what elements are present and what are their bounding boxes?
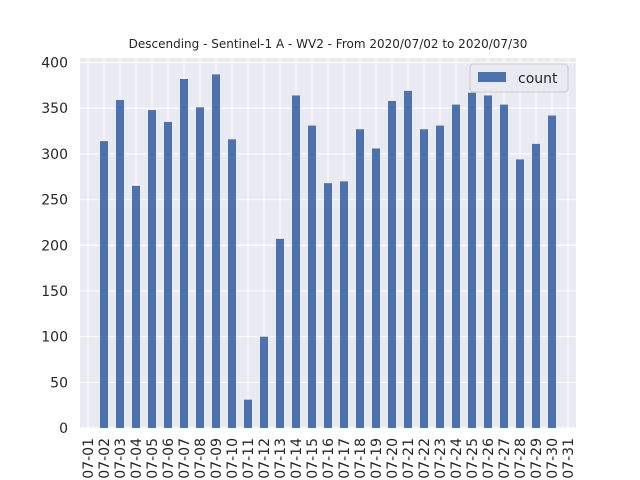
bar-07-09 <box>212 74 220 428</box>
bar-07-04 <box>132 185 140 428</box>
x-tick-label: 07-02 <box>97 438 113 479</box>
legend-label: count <box>518 71 558 87</box>
bar-07-28 <box>516 159 524 428</box>
y-tick-label: 250 <box>41 193 68 209</box>
bar-07-19 <box>372 148 380 428</box>
x-axis: 07-01 07-02 07-03 07-04 07-05 07-06 07-07 07-08… <box>81 438 577 479</box>
bar-07-25 <box>468 92 476 428</box>
x-tick-label: 07-12 <box>257 438 273 479</box>
x-tick-label: 07-16 <box>321 438 337 479</box>
x-tick-label: 07-15 <box>305 438 321 479</box>
bar-07-21 <box>404 90 412 428</box>
x-tick-label: 07-27 <box>497 438 513 479</box>
bar-07-22 <box>420 129 428 428</box>
x-tick-label: 07-22 <box>417 438 433 479</box>
x-tick-label: 07-28 <box>513 438 529 479</box>
x-tick-label: 07-08 <box>193 438 209 479</box>
x-tick-label: 07-24 <box>449 438 465 479</box>
y-tick-label: 50 <box>50 375 68 391</box>
bar-07-07 <box>180 79 188 429</box>
bar-07-20 <box>388 100 396 429</box>
x-tick-label: 07-10 <box>225 438 241 479</box>
bar-07-18 <box>356 129 364 428</box>
legend-swatch <box>478 72 506 82</box>
bar-07-12 <box>260 336 268 428</box>
x-tick-label: 07-20 <box>385 438 401 479</box>
x-tick-label: 07-13 <box>273 438 289 479</box>
chart-title: Descending - Sentinel-1 A - WV2 - From 2… <box>129 37 528 51</box>
legend-box <box>469 63 569 93</box>
x-tick-label: 07-21 <box>401 438 417 479</box>
x-tick-label: 07-05 <box>145 438 161 479</box>
bar-07-17 <box>340 181 348 428</box>
bar-07-16 <box>324 183 332 428</box>
legend: count <box>469 63 569 93</box>
x-tick-label: 07-30 <box>545 438 561 479</box>
x-tick-label: 07-19 <box>369 438 385 479</box>
y-tick-label: 0 <box>59 421 68 437</box>
x-tick-label: 07-31 <box>561 438 577 479</box>
x-tick-label: 07-26 <box>481 438 497 479</box>
bar-07-15 <box>308 125 316 429</box>
bar-07-29 <box>532 143 540 429</box>
bar-07-30 <box>548 115 556 429</box>
x-tick-label: 07-18 <box>353 438 369 479</box>
x-tick-label: 07-25 <box>465 438 481 479</box>
y-tick-label: 350 <box>41 101 68 117</box>
bar-07-02 <box>100 141 108 428</box>
bar-07-14 <box>292 95 300 428</box>
bar-07-05 <box>148 110 156 429</box>
x-tick-label: 07-06 <box>161 438 177 479</box>
bar-07-11 <box>244 399 252 428</box>
bar-07-03 <box>116 100 124 428</box>
y-axis: 0 50 100 150 200 250 300 350 400 <box>41 56 68 437</box>
bars <box>100 74 556 429</box>
bar-07-24 <box>452 104 460 428</box>
bar-07-26 <box>484 95 492 428</box>
y-tick-label: 200 <box>41 238 68 254</box>
y-tick-label: 300 <box>41 147 68 163</box>
x-tick-label: 07-11 <box>241 438 257 479</box>
bar-07-10 <box>228 139 236 428</box>
y-tick-label: 150 <box>41 284 68 300</box>
x-tick-label: 07-04 <box>129 438 145 479</box>
x-tick-label: 07-14 <box>289 438 305 479</box>
bar-07-08 <box>196 107 204 428</box>
x-tick-label: 07-03 <box>113 438 129 479</box>
bar-07-23 <box>436 125 444 429</box>
y-tick-label: 400 <box>41 56 68 72</box>
bar-07-27 <box>500 104 508 428</box>
x-tick-label: 07-07 <box>177 438 193 479</box>
x-tick-label: 07-29 <box>529 438 545 479</box>
x-tick-label: 07-23 <box>433 438 449 479</box>
bar-07-13 <box>276 238 284 428</box>
x-tick-label: 07-09 <box>209 438 225 479</box>
y-tick-label: 100 <box>41 330 68 346</box>
x-tick-label: 07-01 <box>81 438 97 479</box>
x-tick-label: 07-17 <box>337 438 353 479</box>
bar-07-06 <box>164 121 172 428</box>
